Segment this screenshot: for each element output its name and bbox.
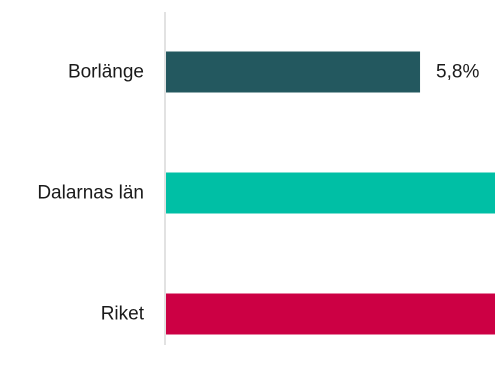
bars-group [166,51,495,335]
data-label-borl-nge: 5,8% [436,62,479,83]
category-label-dalarnas-l-n: Dalarnas län [37,183,144,204]
data-labels-group: 5,8%7,8%7,9% [436,62,479,83]
category-label-borl-nge: Borlänge [68,62,144,83]
category-label-riket: Riket [101,304,145,325]
bar-riket [166,293,495,335]
bar-borl-nge [166,51,421,93]
category-labels-group: Borlänge Dalarnas län Riket [37,62,144,325]
bar-dalarnas-l-n [166,172,495,214]
